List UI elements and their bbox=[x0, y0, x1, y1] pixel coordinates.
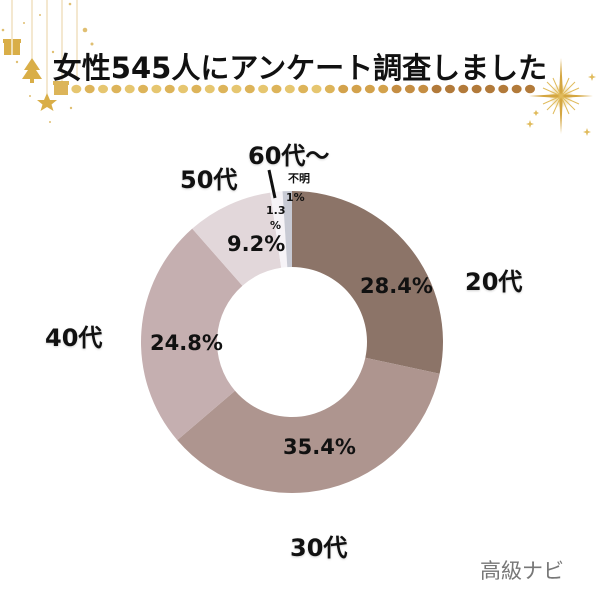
hanging-strings bbox=[11, 0, 78, 95]
label-40s: 40代 bbox=[45, 324, 103, 352]
confetti-dots bbox=[1, 2, 94, 123]
label-30s: 30代 bbox=[290, 534, 348, 562]
pct-unknown: 1% bbox=[286, 191, 305, 204]
donut-slice-1 bbox=[177, 357, 440, 493]
donut-slice-0 bbox=[292, 191, 443, 374]
donut-slice-5 bbox=[282, 191, 292, 268]
donut-slice-3 bbox=[192, 192, 282, 286]
pct-60s-plus-line2: % bbox=[270, 219, 282, 232]
label-20s: 20代 bbox=[465, 268, 523, 296]
small-sparkles bbox=[526, 73, 596, 136]
label-60s-plus: 60代〜 bbox=[248, 142, 330, 170]
christmas-tree-icon bbox=[22, 58, 42, 83]
gift-icon bbox=[3, 39, 21, 55]
pct-50s: 9.2% bbox=[227, 232, 286, 256]
pct-20s: 28.4% bbox=[360, 274, 433, 298]
chart-title: 女性545人にアンケート調査しました bbox=[52, 51, 548, 85]
label-50s: 50代 bbox=[180, 166, 238, 194]
dotted-underline bbox=[58, 84, 535, 94]
donut-slice-4 bbox=[270, 191, 288, 268]
star-icon bbox=[37, 93, 57, 111]
pct-30s: 35.4% bbox=[283, 435, 356, 459]
pct-40s: 24.8% bbox=[150, 331, 223, 355]
sparkle-icon bbox=[529, 58, 593, 134]
watermark-brand: 高級ナビ bbox=[480, 559, 564, 583]
donut-slice-2 bbox=[141, 228, 243, 441]
label-unknown: 不明 bbox=[288, 172, 310, 185]
pct-60s-plus-line1: 1.3 bbox=[266, 204, 286, 217]
